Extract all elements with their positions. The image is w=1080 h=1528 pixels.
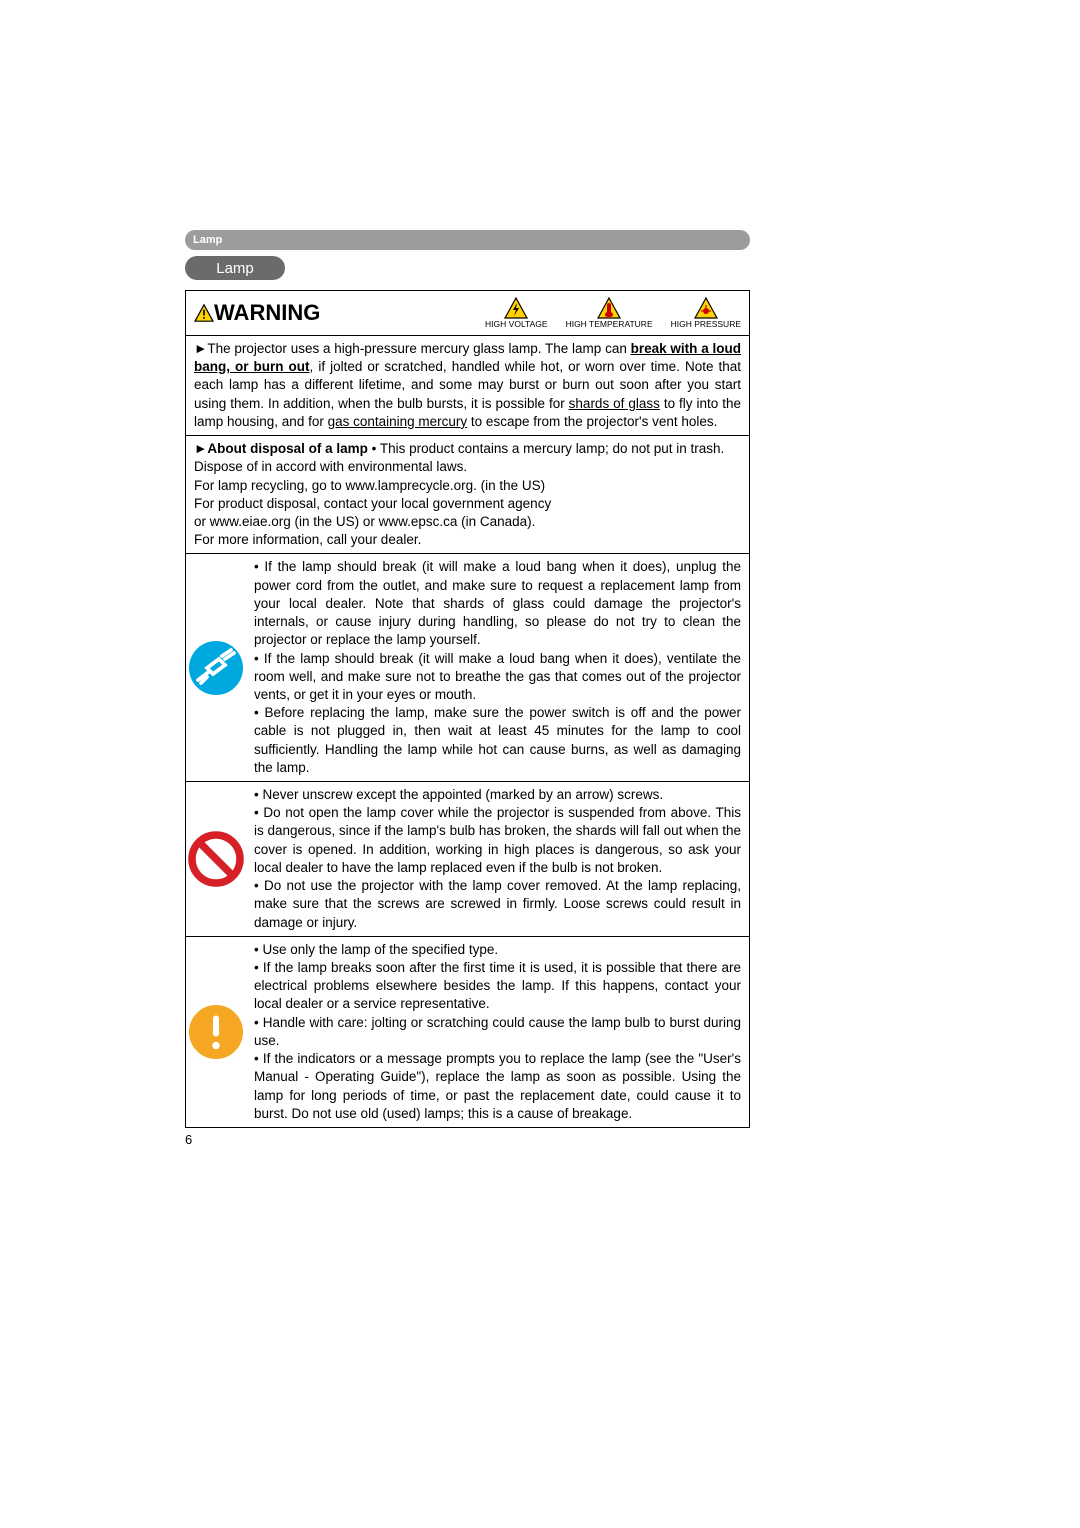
warning-title-text: WARNING xyxy=(214,300,320,326)
hazard-high-temperature: HIGH TEMPERATURE xyxy=(566,297,653,329)
caution-icon xyxy=(186,1002,246,1062)
hazard-high-pressure: HIGH PRESSURE xyxy=(671,297,741,329)
block-text: • Never unscrew except the appointed (ma… xyxy=(246,782,749,936)
section-header-label: Lamp xyxy=(193,234,222,246)
disposal-l3: For product disposal, contact your local… xyxy=(194,496,551,511)
disposal-l5: For more information, call your dealer. xyxy=(194,532,421,547)
disposal-l2: For lamp recycling, go to www.lamprecycl… xyxy=(194,478,545,493)
block-text: • Use only the lamp of the specified typ… xyxy=(246,937,749,1127)
intro-tail: to escape from the projector's vent hole… xyxy=(467,414,717,429)
section-pill-label: Lamp xyxy=(216,260,254,277)
disposal-l4: or www.eiae.org (in the US) or www.epsc.… xyxy=(194,514,535,529)
warning-block-disconnect: • If the lamp should break (it will make… xyxy=(186,554,749,782)
page-content: Lamp Lamp WARNING xyxy=(185,230,750,1147)
hazard-high-voltage: HIGH VOLTAGE xyxy=(485,297,548,329)
page-number: 6 xyxy=(185,1132,750,1147)
disposal-lead: ►About disposal of a lamp xyxy=(194,441,368,456)
high-temperature-icon xyxy=(597,297,621,319)
warning-block-prohibit: • Never unscrew except the appointed (ma… xyxy=(186,782,749,937)
hazard-label: HIGH PRESSURE xyxy=(671,319,741,329)
warning-block-caution: • Use only the lamp of the specified typ… xyxy=(186,937,749,1127)
intro-gas: gas containing mercury xyxy=(328,414,468,429)
warning-title: WARNING xyxy=(194,300,320,326)
intro-text: ►The projector uses a high-pressure merc… xyxy=(186,336,749,436)
section-pill: Lamp xyxy=(185,256,285,280)
warning-box: WARNING HIGH VOLTAGE xyxy=(185,290,750,1128)
hazard-label: HIGH VOLTAGE xyxy=(485,319,548,329)
high-pressure-icon xyxy=(694,297,718,319)
intro-lead: ►The projector uses a high-pressure merc… xyxy=(194,341,631,356)
high-voltage-icon xyxy=(504,297,528,319)
hazard-icons: HIGH VOLTAGE HIGH TEMPERATURE xyxy=(485,297,741,329)
prohibit-icon xyxy=(186,829,246,889)
block-text: • If the lamp should break (it will make… xyxy=(246,554,749,781)
intro-shards: shards of glass xyxy=(569,396,660,411)
section-header: Lamp xyxy=(185,230,750,250)
disposal-text: ►About disposal of a lamp • This product… xyxy=(186,436,749,554)
disconnect-plug-icon xyxy=(186,638,246,698)
hazard-label: HIGH TEMPERATURE xyxy=(566,319,653,329)
warning-triangle-icon xyxy=(194,304,214,322)
